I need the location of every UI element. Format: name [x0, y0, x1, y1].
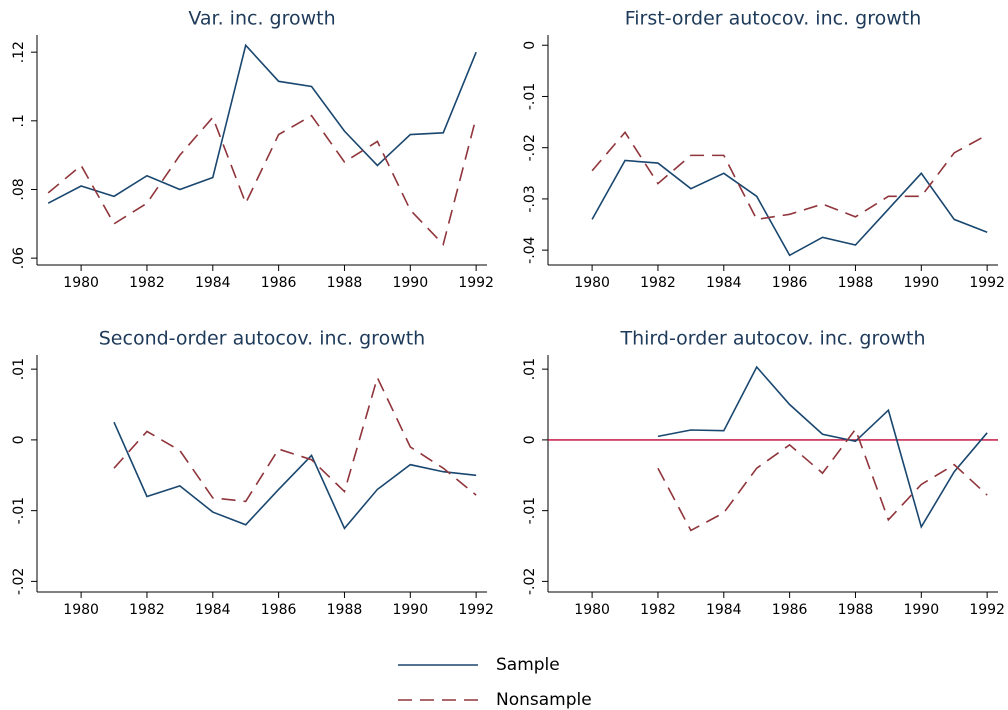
x-tick-label: 1988 — [838, 602, 874, 618]
x-tick-label: 1980 — [574, 275, 610, 291]
x-tick-label: 1988 — [327, 602, 363, 618]
x-tick-label: 1988 — [327, 275, 363, 291]
series-line — [657, 427, 988, 532]
y-tick-label: .01 — [11, 358, 27, 380]
y-tick-label: -.03 — [522, 185, 538, 212]
x-tick-label: 1992 — [458, 602, 494, 618]
chart-title: Second-order autocov. inc. growth — [99, 328, 425, 350]
y-tick-label: .1 — [11, 114, 27, 127]
x-tick-label: 1990 — [392, 602, 428, 618]
y-tick-label: 0 — [522, 435, 538, 444]
y-tick-label: -.01 — [11, 497, 27, 524]
x-tick-label: 1982 — [640, 275, 676, 291]
x-tick-label: 1986 — [261, 602, 297, 618]
x-tick-label: 1980 — [63, 602, 99, 618]
series-line — [657, 365, 988, 529]
x-tick-label: 1980 — [574, 602, 610, 618]
x-tick-label: 1984 — [195, 602, 231, 618]
x-tick-label: 1982 — [129, 602, 165, 618]
y-tick-label: .06 — [11, 247, 27, 269]
legend-label: Nonsample — [496, 690, 592, 710]
x-tick-label: 1982 — [640, 602, 676, 618]
chart-title: Third-order autocov. inc. growth — [619, 328, 925, 350]
y-tick-label: -.01 — [522, 497, 538, 524]
y-tick-label: 0 — [11, 435, 27, 444]
y-tick-label: .12 — [11, 41, 27, 63]
x-tick-label: 1988 — [838, 275, 874, 291]
series-line — [591, 159, 988, 257]
legend-label: Sample — [496, 655, 560, 675]
y-tick-label: -.04 — [522, 236, 538, 263]
x-tick-label: 1984 — [706, 602, 742, 618]
y-tick-label: .01 — [522, 358, 538, 380]
series-line — [47, 114, 477, 246]
series-line — [113, 421, 477, 530]
x-tick-label: 1990 — [903, 275, 939, 291]
series-line — [47, 43, 477, 204]
series-line — [113, 375, 477, 503]
x-tick-label: 1986 — [772, 602, 808, 618]
y-tick-label: -.02 — [522, 568, 538, 595]
x-tick-label: 1984 — [195, 275, 231, 291]
y-tick-label: -.02 — [522, 134, 538, 161]
y-tick-label: -.01 — [522, 83, 538, 110]
x-tick-label: 1984 — [706, 275, 742, 291]
x-tick-label: 1982 — [129, 275, 165, 291]
x-tick-label: 1992 — [969, 602, 1005, 618]
y-tick-label: 0 — [522, 41, 538, 50]
x-tick-label: 1980 — [63, 275, 99, 291]
chart-title: Var. inc. growth — [188, 8, 335, 30]
series-line — [591, 130, 988, 221]
x-tick-label: 1990 — [392, 275, 428, 291]
y-tick-label: -.02 — [11, 568, 27, 595]
x-tick-label: 1992 — [458, 275, 494, 291]
x-tick-label: 1990 — [903, 602, 939, 618]
x-tick-label: 1992 — [969, 275, 1005, 291]
x-tick-label: 1986 — [772, 275, 808, 291]
chart-title: First-order autocov. inc. growth — [625, 8, 922, 30]
x-tick-label: 1986 — [261, 275, 297, 291]
y-tick-label: .08 — [11, 178, 27, 200]
